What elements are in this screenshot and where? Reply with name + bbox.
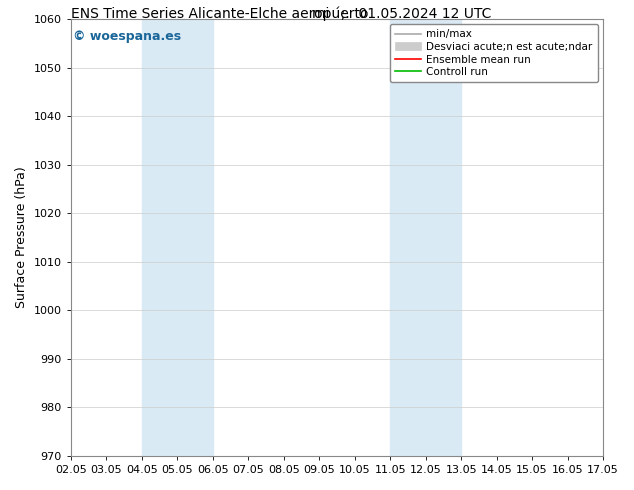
Y-axis label: Surface Pressure (hPa): Surface Pressure (hPa) — [15, 167, 28, 308]
Bar — [141, 19, 212, 456]
Text: © woespana.es: © woespana.es — [74, 30, 181, 43]
Text: ENS Time Series Alicante-Elche aeropuerto: ENS Time Series Alicante-Elche aeropuert… — [71, 7, 368, 22]
Legend: min/max, Desviaci acute;n est acute;ndar, Ensemble mean run, Controll run: min/max, Desviaci acute;n est acute;ndar… — [390, 24, 598, 82]
Bar — [390, 19, 461, 456]
Text: mi ´;.  01.05.2024 12 UTC: mi ´;. 01.05.2024 12 UTC — [312, 7, 491, 22]
